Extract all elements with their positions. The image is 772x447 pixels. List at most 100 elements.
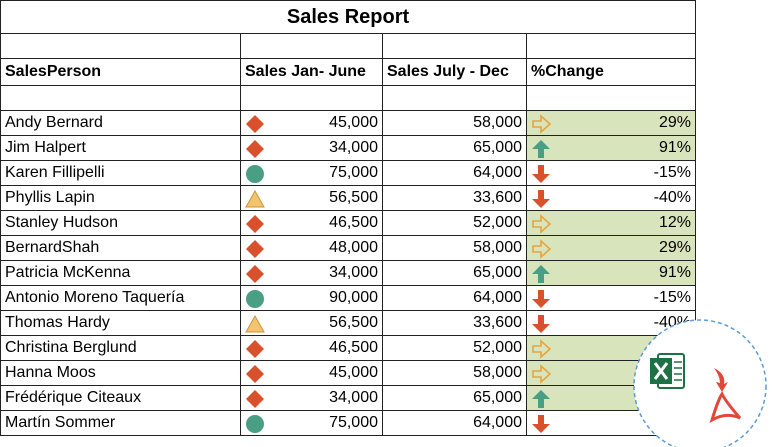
salesperson: Hanna Moos xyxy=(0,360,241,386)
header-row: SalesPerson Sales Jan- June Sales July -… xyxy=(0,58,697,86)
down-arrow xyxy=(532,165,550,183)
value-cell: 48,000 xyxy=(240,235,383,261)
value-cell: 52,000 xyxy=(382,335,527,361)
salesperson: Stanley Hudson xyxy=(0,210,241,236)
diamond-icon xyxy=(246,365,264,383)
value-cell: 29% xyxy=(525,110,697,136)
diamond-icon xyxy=(246,215,264,233)
trend-icon xyxy=(532,190,550,208)
rating-icon xyxy=(245,314,265,333)
rating-icon xyxy=(246,390,264,408)
cell xyxy=(525,33,697,59)
value-cell: 46,500 xyxy=(240,335,383,361)
trend-icon xyxy=(532,390,550,408)
export-logo xyxy=(633,319,767,447)
rating-icon xyxy=(246,265,264,283)
up-arrow xyxy=(532,140,550,158)
triangle-icon xyxy=(245,189,265,208)
column-header: %Change xyxy=(525,58,697,86)
column-header: Sales July - Dec xyxy=(382,58,527,86)
data-row: Andy Bernard 45,000 58,000 29% xyxy=(0,110,697,136)
rating-icon xyxy=(246,115,264,133)
excel-x xyxy=(653,362,669,380)
value-cell: 34,000 xyxy=(240,135,383,161)
right-arrow xyxy=(532,214,551,234)
salesperson: Thomas Hardy xyxy=(0,310,241,336)
salesperson: Jim Halpert xyxy=(0,135,241,161)
rating-icon xyxy=(246,415,264,433)
rating-icon xyxy=(246,340,264,358)
value-cell: 45,000 xyxy=(240,360,383,386)
value-cell: 56,500 xyxy=(240,185,383,211)
right-arrow xyxy=(532,364,551,384)
value-cell: 65,000 xyxy=(382,260,527,286)
data-row: BernardShah 48,000 58,000 29% xyxy=(0,235,697,261)
convert-arrow xyxy=(714,368,728,392)
diamond-icon xyxy=(246,390,264,408)
triangle-icon xyxy=(245,314,265,333)
data-row: Patricia McKenna 34,000 65,000 91% xyxy=(0,260,697,286)
cell xyxy=(382,33,527,59)
value-cell: -15% xyxy=(525,160,697,186)
value-cell: 58,000 xyxy=(382,235,527,261)
rating-icon xyxy=(245,189,265,208)
circle-icon xyxy=(246,415,264,433)
salesperson: Antonio Moreno Taquería xyxy=(0,285,241,311)
value-cell: 75,000 xyxy=(240,160,383,186)
value-cell: 64,000 xyxy=(382,160,527,186)
value-cell: 12% xyxy=(525,210,697,236)
trend-icon xyxy=(532,239,551,259)
table-body: Sales Report SalesPerson Sales Jan- June… xyxy=(0,0,697,436)
trend-icon xyxy=(532,265,550,283)
trend-icon xyxy=(532,364,551,384)
cell xyxy=(0,33,241,59)
value-cell: 64,000 xyxy=(382,410,527,436)
rating-icon xyxy=(246,140,264,158)
cell xyxy=(0,85,241,111)
value-cell: -40% xyxy=(525,185,697,211)
rating-icon xyxy=(246,165,264,183)
down-arrow xyxy=(532,315,550,333)
excel-lines xyxy=(674,361,682,381)
value-cell: 58,000 xyxy=(382,360,527,386)
trend-icon xyxy=(532,290,550,308)
value-cell: 56,500 xyxy=(240,310,383,336)
trend-icon xyxy=(532,415,550,433)
data-row: Stanley Hudson 46,500 52,000 12% xyxy=(0,210,697,236)
column-header: SalesPerson xyxy=(0,58,241,86)
circle-icon xyxy=(246,165,264,183)
data-row: Jim Halpert 34,000 65,000 91% xyxy=(0,135,697,161)
down-arrow xyxy=(532,415,550,433)
cell xyxy=(240,85,383,111)
rating-icon xyxy=(246,240,264,258)
diamond-icon xyxy=(246,265,264,283)
value-cell: 46,500 xyxy=(240,210,383,236)
trend-icon xyxy=(532,140,550,158)
salesperson: Karen Fillipelli xyxy=(0,160,241,186)
data-row: Phyllis Lapin 56,500 33,600 -40% xyxy=(0,185,697,211)
blank-row xyxy=(0,33,697,59)
salesperson: Phyllis Lapin xyxy=(0,185,241,211)
up-arrow xyxy=(532,265,550,283)
value-cell: 65,000 xyxy=(382,385,527,411)
value-cell: 91% xyxy=(525,260,697,286)
value-cell: 34,000 xyxy=(240,385,383,411)
value-cell: 58,000 xyxy=(382,110,527,136)
value-cell: 64,000 xyxy=(382,285,527,311)
diamond-icon xyxy=(246,140,264,158)
data-row: Thomas Hardy 56,500 33,600 -40% xyxy=(0,310,697,336)
circle-icon xyxy=(246,290,264,308)
salesperson: Martín Sommer xyxy=(0,410,241,436)
salesperson: BernardShah xyxy=(0,235,241,261)
cell xyxy=(382,85,527,111)
trend-icon xyxy=(532,315,550,333)
cell xyxy=(240,33,383,59)
rating-icon xyxy=(246,215,264,233)
value-cell: 91% xyxy=(525,135,697,161)
trend-icon xyxy=(532,165,550,183)
cell xyxy=(525,85,697,111)
value-cell: 34,000 xyxy=(240,260,383,286)
